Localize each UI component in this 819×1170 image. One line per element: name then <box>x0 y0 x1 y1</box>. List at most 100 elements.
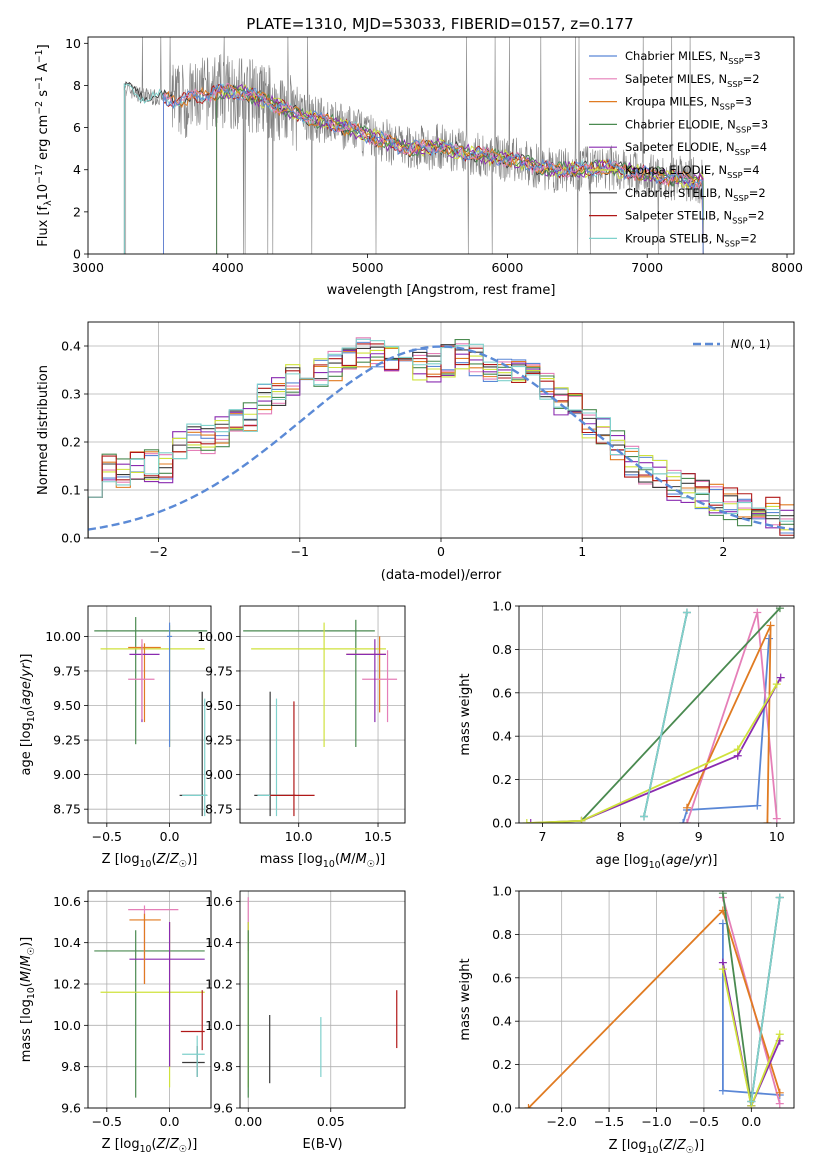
x-tick-label: −1.5 <box>594 1114 624 1129</box>
x-axis-label: Z [log10(Z/Z☉)] <box>102 852 198 870</box>
x-tick-label: 0.0 <box>160 829 180 844</box>
axes-frame <box>239 890 406 1109</box>
legend-entry: Kroupa STELIB, NSSP=2 <box>625 231 757 248</box>
y-tick-label: 6 <box>73 120 81 135</box>
x-tick-label: 0 <box>437 544 445 559</box>
x-tick-label: 2 <box>719 544 727 559</box>
weight-marker <box>772 680 781 689</box>
y-tick-label: 10.4 <box>53 935 81 950</box>
y-tick-label: 0.8 <box>492 927 512 942</box>
legend-entry: Chabrier MILES, NSSP=3 <box>625 49 761 66</box>
x-tick-label: 6000 <box>491 260 523 275</box>
y-tick-label: 10.0 <box>53 1018 81 1033</box>
y-tick-label: 10.0 <box>205 1018 233 1033</box>
y-axis-label: mass [log10(M/M☉)] <box>19 937 37 1063</box>
weight-marker <box>747 1097 756 1106</box>
y-axis-label: mass weight <box>458 958 473 1040</box>
x-tick-label: 0.0 <box>160 1114 180 1129</box>
weight-marker <box>753 801 762 810</box>
weight-marker <box>640 812 648 821</box>
front-age-vs-mass: 10.0 10.5 8.75 9.00 9.25 9.50 9.75 10.00 <box>197 605 406 844</box>
weight-marker <box>682 819 691 823</box>
x-tick-label: 8 <box>617 829 625 844</box>
y-tick-label: 8.75 <box>53 802 81 817</box>
y-tick-label: 0.1 <box>61 483 81 498</box>
x-tick-label: 9 <box>695 829 703 844</box>
y-tick-label: 9.50 <box>53 698 81 713</box>
axes-frame <box>87 321 795 539</box>
y-tick-label: 0 <box>73 247 81 262</box>
legend-entry: N(0, 1) <box>731 337 771 351</box>
y-tick-label: 9.6 <box>213 1101 233 1116</box>
legend-entry: Salpeter ELODIE, NSSP=4 <box>625 140 767 157</box>
chart-layer: 3000 4000 5000 6000 7000 80000246810wavelengt… <box>19 36 803 1156</box>
grid-age-vs-mass <box>240 606 405 823</box>
x-tick-label: −0.5 <box>92 829 122 844</box>
y-tick-label: 10.00 <box>45 629 81 644</box>
plot-age-vs-Z <box>94 617 208 817</box>
y-tick-label: 10 <box>65 36 81 51</box>
y-tick-label: 10.6 <box>53 894 81 909</box>
front-age-vs-Z: −0.5 0.0 8.75 9.00 9.25 9.50 9.75 10.00 <box>45 605 212 844</box>
weight-marker <box>775 606 784 613</box>
axes-frame <box>518 605 795 824</box>
legend-entry: Chabrier STELIB, NSSP=2 <box>625 186 766 203</box>
axes-weight-vs-Z: −2.0 −1.5 −1.0 −0.5 0.0 0.0 0.2 0.4 0.6 0.8 1.0 <box>492 884 795 1129</box>
y-tick-label: 10.2 <box>53 977 81 992</box>
axes-frame <box>239 605 406 824</box>
front-weight-vs-Z: −2.0 −1.5 −1.0 −0.5 0.0 0.0 0.2 0.4 0.6 0.8 1.0 <box>492 884 795 1129</box>
weight-line <box>682 638 770 823</box>
y-tick-label: 2 <box>73 204 81 219</box>
weight-line <box>530 677 782 823</box>
axes-mass-vs-Z: −0.5 0.0 9.6 9.8 10.0 10.2 10.4 10.6 <box>53 890 212 1129</box>
model-spectrum <box>216 83 704 254</box>
weight-line <box>750 897 781 1102</box>
residual-histogram <box>88 349 794 538</box>
axes-frame <box>87 605 212 824</box>
model-spectrum <box>216 85 704 254</box>
x-tick-label: 3000 <box>72 260 104 275</box>
x-tick-label: 8000 <box>771 260 803 275</box>
y-axis-label: Normed distribution <box>36 365 51 495</box>
x-tick-label: 7000 <box>631 260 663 275</box>
weight-marker <box>775 1088 784 1097</box>
y-tick-label: 9.75 <box>205 663 233 678</box>
y-tick-label: 10.00 <box>197 629 233 644</box>
y-tick-label: 0.4 <box>492 1014 512 1029</box>
x-axis-label: wavelength [Angstrom, rest frame] <box>327 283 556 298</box>
x-tick-label: 4000 <box>212 260 244 275</box>
plot-weight-vs-age <box>522 606 785 823</box>
y-tick-label: 0.2 <box>492 1057 512 1072</box>
y-tick-label: 0.4 <box>61 339 81 354</box>
x-axis-label: mass [log10(M/M☉)] <box>260 852 386 870</box>
y-tick-label: 9.6 <box>61 1101 81 1116</box>
x-tick-label: 10.5 <box>364 829 392 844</box>
grid-mass-vs-Z <box>88 891 211 1109</box>
weight-marker <box>733 745 742 754</box>
y-tick-label: 1.0 <box>492 599 512 614</box>
weight-line <box>643 612 688 817</box>
x-tick-label: 0.00 <box>234 1114 262 1129</box>
x-tick-label: 0.0 <box>741 1114 761 1129</box>
x-tick-label: −1 <box>291 544 309 559</box>
weight-marker <box>772 814 781 823</box>
x-tick-label: 7 <box>538 829 546 844</box>
x-axis-label: (data-model)/error <box>381 568 502 583</box>
y-tick-label: 0.3 <box>61 387 81 402</box>
y-tick-label: 0.6 <box>492 685 512 700</box>
normal-curve <box>88 345 794 531</box>
y-tick-label: 10.2 <box>205 977 233 992</box>
plot-weight-vs-Z <box>524 891 784 1108</box>
x-tick-label: −1.0 <box>641 1114 671 1129</box>
weight-line <box>527 908 781 1108</box>
y-tick-label: 0.4 <box>492 729 512 744</box>
figure-title: PLATE=1310, MJD=53033, FIBERID=0157, z=0… <box>246 15 633 33</box>
weight-marker <box>524 1104 533 1108</box>
y-tick-label: 10.4 <box>205 935 233 950</box>
y-tick-label: 9.75 <box>53 663 81 678</box>
weight-line <box>722 893 753 1106</box>
x-tick-label: 10 <box>769 829 785 844</box>
axes-frame <box>518 890 795 1109</box>
model-spectrum <box>163 84 704 254</box>
